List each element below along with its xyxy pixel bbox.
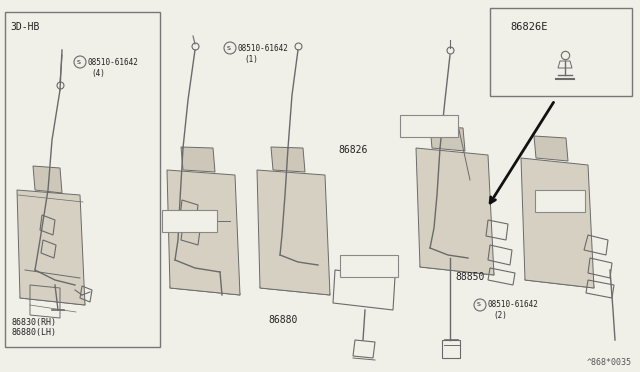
Text: S: S — [477, 302, 481, 308]
Text: (1): (1) — [244, 55, 258, 64]
Text: (4): (4) — [91, 69, 105, 78]
Text: 86880: 86880 — [268, 315, 298, 325]
Text: 88850: 88850 — [455, 272, 484, 282]
Polygon shape — [534, 136, 568, 161]
Polygon shape — [20, 270, 85, 305]
Text: 08510-61642: 08510-61642 — [87, 58, 138, 67]
Bar — [5, 12, 160, 347]
Text: 86826E: 86826E — [510, 22, 547, 32]
Text: 08510-61642: 08510-61642 — [487, 300, 538, 309]
Text: 86830: 86830 — [164, 215, 191, 224]
Polygon shape — [525, 248, 594, 288]
Bar — [535, 190, 585, 212]
Polygon shape — [17, 190, 85, 305]
Text: 86830(RH): 86830(RH) — [12, 318, 57, 327]
Bar — [400, 115, 458, 137]
Text: 86880(LH): 86880(LH) — [12, 328, 57, 337]
Text: S: S — [77, 60, 81, 64]
Text: 88821: 88821 — [537, 196, 564, 205]
Polygon shape — [181, 147, 215, 172]
Polygon shape — [170, 255, 240, 295]
Polygon shape — [271, 147, 305, 172]
Text: 86826: 86826 — [338, 145, 367, 155]
Polygon shape — [430, 126, 465, 151]
Text: 08510-61642: 08510-61642 — [237, 44, 288, 53]
Polygon shape — [420, 235, 494, 275]
Text: 88830M: 88830M — [402, 121, 435, 129]
Polygon shape — [33, 166, 62, 193]
Text: S: S — [227, 45, 231, 51]
Bar — [340, 255, 398, 277]
Text: (2): (2) — [493, 311, 507, 320]
Polygon shape — [416, 148, 494, 275]
Polygon shape — [521, 158, 594, 288]
Text: 3D-HB: 3D-HB — [10, 22, 40, 32]
Polygon shape — [167, 170, 240, 295]
Polygon shape — [260, 255, 330, 295]
Polygon shape — [257, 170, 330, 295]
Text: ^868*0035: ^868*0035 — [587, 358, 632, 367]
Bar — [162, 210, 217, 232]
Bar — [490, 8, 632, 96]
Text: 86825G: 86825G — [342, 260, 374, 269]
